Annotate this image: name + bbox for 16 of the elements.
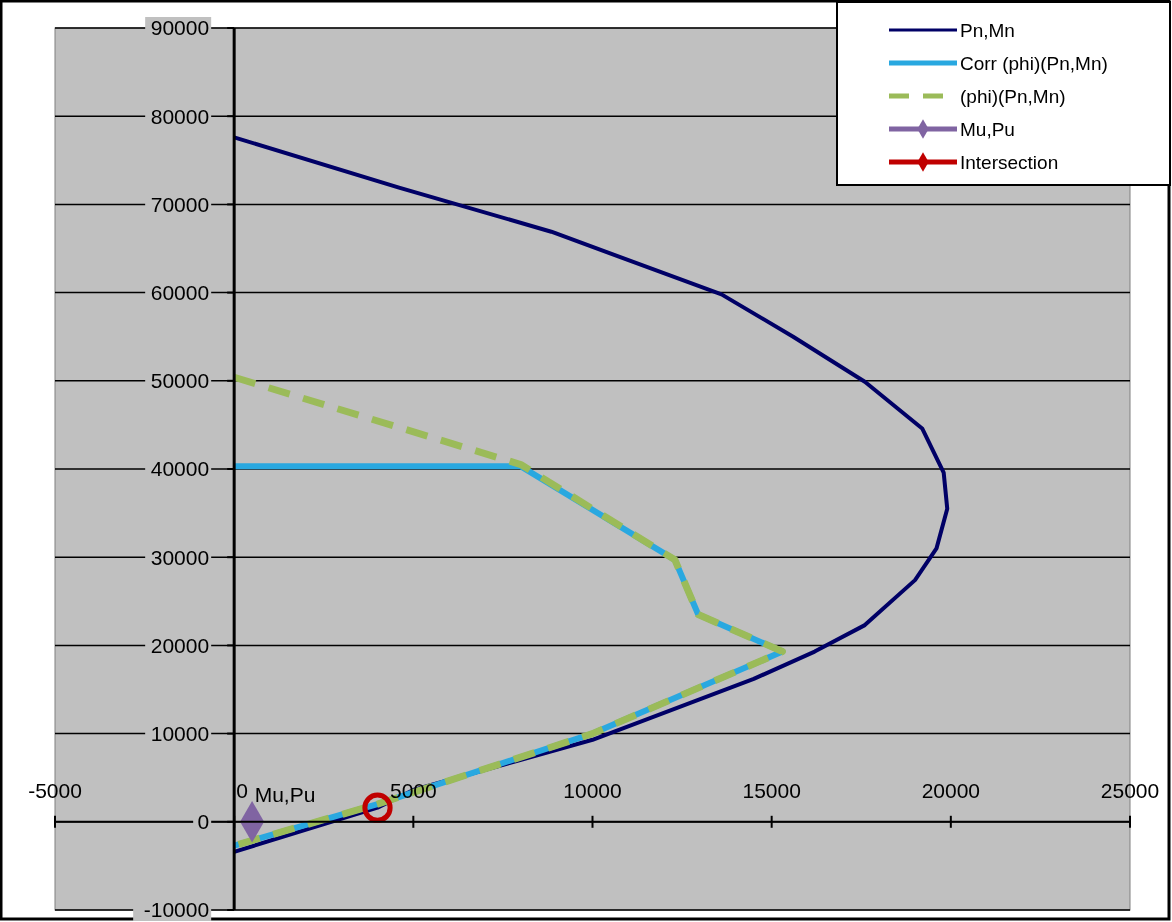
legend-label: Corr (phi)(Pn,Mn) (960, 52, 1108, 74)
x-tick-label: 25000 (1100, 778, 1160, 802)
x-tick-label: 0 (236, 778, 249, 802)
x-axis-title: Mu,Pu (254, 782, 316, 806)
y-tick-label: 0 (197, 810, 210, 834)
x-tick-label: 20000 (921, 778, 981, 802)
x-tick-label: 15000 (742, 778, 801, 802)
x-tick-label: 10000 (563, 778, 622, 802)
y-tick-label: 90000 (150, 16, 210, 40)
y-tick-label: -10000 (143, 898, 210, 922)
legend-label: Pn,Mn (960, 19, 1015, 41)
legend-label: (phi)(Pn,Mn) (960, 85, 1066, 107)
legend-label: Mu,Pu (960, 118, 1015, 140)
legend-label: Intersection (960, 151, 1059, 173)
x-tick-label: -5000 (28, 778, 82, 802)
y-tick-label: 40000 (150, 457, 210, 481)
